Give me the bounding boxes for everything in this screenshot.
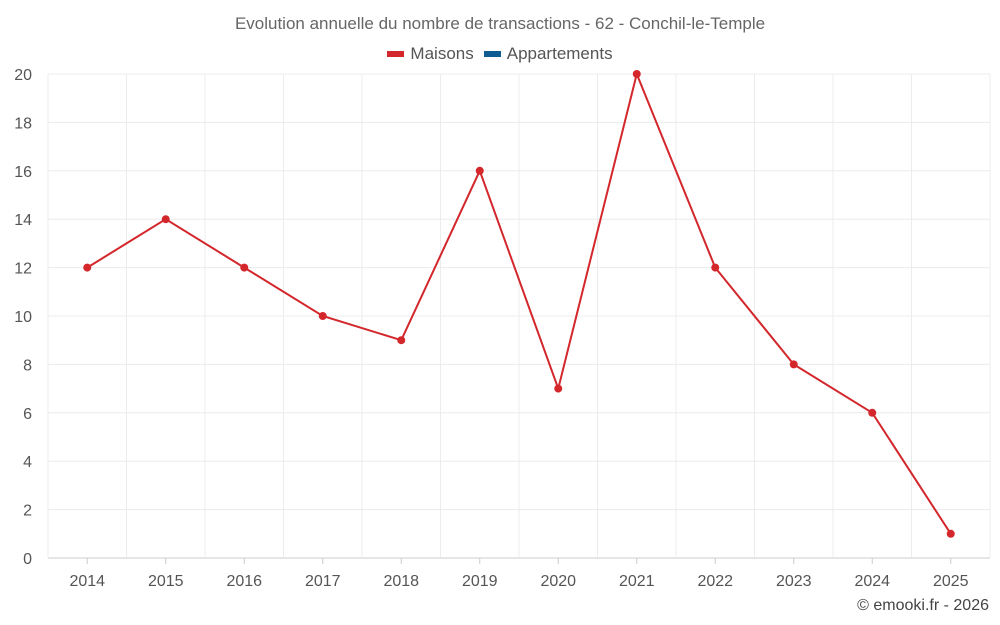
legend-item-maisons[interactable]: Maisons: [387, 44, 474, 64]
legend: Maisons Appartements: [0, 44, 1000, 64]
data-point-maisons: [946, 529, 955, 538]
x-tick-label: 2020: [540, 573, 576, 590]
y-tick-label: 6: [23, 406, 32, 423]
legend-swatch-maisons: [387, 51, 405, 57]
data-point-maisons: [711, 263, 720, 272]
x-tick-label: 2014: [69, 573, 105, 590]
y-tick-label: 14: [14, 212, 32, 229]
x-tick-label: 2024: [854, 573, 890, 590]
y-tick-label: 2: [23, 503, 32, 520]
data-point-maisons: [240, 263, 249, 272]
credit: © emooki.fr - 2026: [857, 597, 989, 614]
y-tick-label: 12: [14, 261, 32, 278]
data-point-maisons: [83, 263, 92, 272]
y-tick-label: 18: [14, 115, 32, 132]
data-point-maisons: [397, 336, 406, 345]
data-point-maisons: [632, 70, 641, 78]
x-tick-label: 2019: [462, 573, 498, 590]
y-tick-label: 10: [14, 309, 32, 326]
x-tick-label: 2023: [776, 573, 812, 590]
legend-swatch-appartements: [483, 51, 501, 57]
y-tick-label: 8: [23, 357, 32, 374]
legend-item-appartements[interactable]: Appartements: [483, 44, 613, 64]
x-tick-label: 2022: [697, 573, 733, 590]
y-tick-label: 20: [14, 67, 32, 84]
series-maisons: [83, 70, 955, 538]
x-tick-label: 2017: [305, 573, 341, 590]
series-line-maisons: [86, 70, 952, 535]
x-tick-label: 2016: [226, 573, 262, 590]
chart-title: Evolution annuelle du nombre de transact…: [234, 14, 766, 33]
legend-label-maisons: Maisons: [410, 44, 474, 63]
data-point-maisons: [554, 384, 563, 393]
data-point-maisons: [318, 312, 327, 320]
legend-label-appartements: Appartements: [506, 44, 613, 63]
data-point-maisons: [161, 215, 170, 224]
x-tick-label: 2018: [383, 573, 419, 590]
y-tick-label: 0: [23, 551, 32, 568]
x-tick-label: 2015: [148, 573, 184, 590]
x-tick-label: 2021: [619, 573, 655, 590]
x-axis-ticks: 2014 2015 2016 2017 2018 2019 2020 2021 2022 2023…: [69, 558, 969, 590]
y-tick-label: 4: [23, 454, 32, 471]
x-tick-label: 2025: [933, 573, 969, 590]
y-axis-ticks: 0 2 4 6 8 10 12 14 16 18 20: [14, 67, 32, 568]
y-tick-label: 16: [14, 164, 32, 181]
data-point-maisons: [789, 360, 798, 369]
data-point-maisons: [475, 166, 484, 175]
data-point-maisons: [868, 408, 877, 417]
grid: [47, 73, 991, 559]
